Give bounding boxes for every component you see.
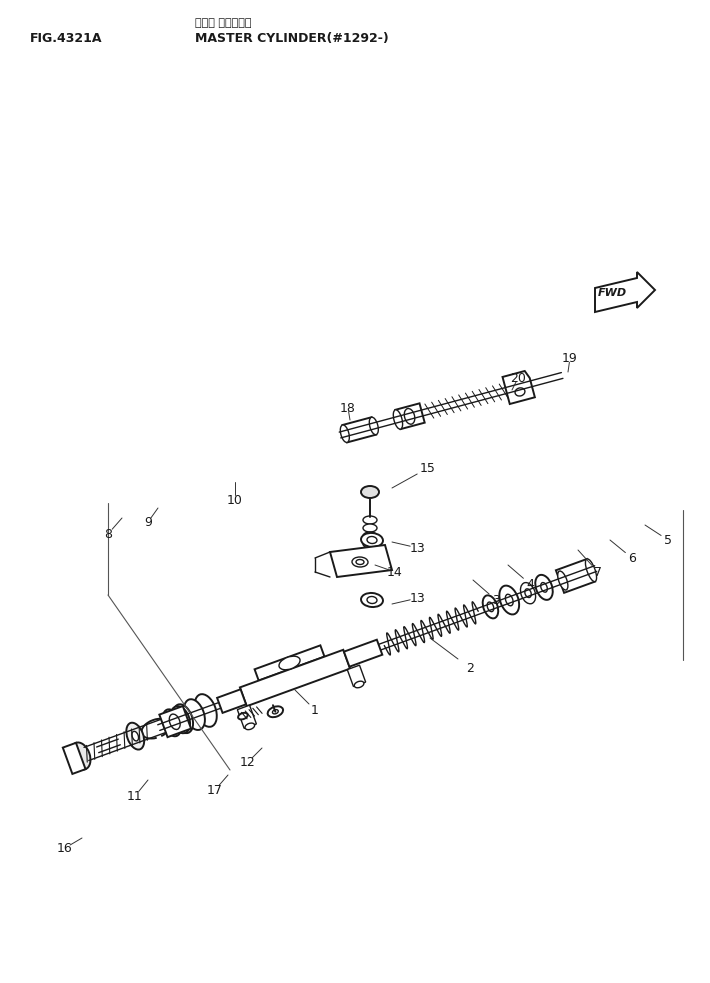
Text: 13: 13 — [410, 592, 426, 605]
Text: 19: 19 — [562, 352, 578, 365]
Ellipse shape — [245, 723, 255, 729]
Text: マスタ シリンダー: マスタ シリンダー — [195, 18, 251, 28]
Text: FWD: FWD — [597, 288, 626, 298]
Polygon shape — [217, 689, 246, 713]
Ellipse shape — [558, 571, 568, 590]
Ellipse shape — [352, 557, 368, 567]
Ellipse shape — [173, 704, 193, 733]
Ellipse shape — [506, 595, 513, 606]
Ellipse shape — [170, 706, 190, 733]
Ellipse shape — [541, 583, 547, 592]
Polygon shape — [237, 705, 256, 728]
Ellipse shape — [163, 710, 181, 736]
Ellipse shape — [356, 559, 364, 564]
Ellipse shape — [71, 742, 90, 770]
Ellipse shape — [273, 710, 278, 714]
Ellipse shape — [515, 388, 525, 396]
Ellipse shape — [340, 425, 349, 442]
Polygon shape — [255, 646, 324, 680]
Ellipse shape — [363, 540, 377, 548]
Text: 9: 9 — [144, 515, 152, 529]
Text: 16: 16 — [57, 841, 73, 854]
Polygon shape — [342, 417, 376, 442]
Text: MASTER CYLINDER(#1292-): MASTER CYLINDER(#1292-) — [195, 32, 389, 45]
Text: 1: 1 — [311, 704, 319, 717]
Polygon shape — [159, 706, 191, 737]
Text: 14: 14 — [387, 565, 403, 579]
Ellipse shape — [132, 731, 138, 741]
Ellipse shape — [363, 524, 377, 532]
Text: 6: 6 — [628, 551, 636, 564]
Text: 7: 7 — [594, 565, 602, 579]
Polygon shape — [556, 559, 595, 593]
Ellipse shape — [279, 657, 300, 669]
Text: 11: 11 — [127, 789, 143, 802]
Polygon shape — [62, 743, 85, 774]
Ellipse shape — [354, 681, 364, 688]
Polygon shape — [347, 665, 366, 686]
Text: 10: 10 — [227, 493, 243, 506]
Ellipse shape — [177, 715, 184, 725]
Text: 15: 15 — [420, 461, 436, 475]
Ellipse shape — [363, 548, 377, 556]
Polygon shape — [395, 403, 425, 430]
Ellipse shape — [369, 417, 378, 434]
Ellipse shape — [586, 559, 596, 582]
Ellipse shape — [487, 602, 493, 611]
Ellipse shape — [535, 575, 553, 600]
Ellipse shape — [361, 593, 383, 607]
Ellipse shape — [483, 596, 498, 618]
Text: 12: 12 — [240, 756, 256, 769]
Ellipse shape — [499, 586, 519, 614]
Ellipse shape — [363, 532, 377, 540]
Text: 2: 2 — [466, 662, 474, 674]
Text: 3: 3 — [492, 594, 500, 607]
Polygon shape — [595, 272, 655, 312]
Ellipse shape — [520, 583, 535, 604]
Text: 4: 4 — [526, 577, 534, 591]
Text: 17: 17 — [207, 783, 223, 796]
Ellipse shape — [393, 410, 403, 430]
Text: 5: 5 — [664, 534, 672, 547]
Polygon shape — [503, 371, 535, 404]
Ellipse shape — [268, 707, 283, 718]
Ellipse shape — [238, 713, 248, 720]
Text: 18: 18 — [340, 401, 356, 415]
Text: 13: 13 — [410, 542, 426, 554]
Polygon shape — [344, 640, 382, 666]
Text: 8: 8 — [104, 528, 112, 541]
Text: 20: 20 — [510, 372, 526, 384]
Ellipse shape — [126, 723, 144, 750]
Ellipse shape — [361, 486, 379, 498]
Ellipse shape — [195, 694, 217, 726]
Ellipse shape — [184, 699, 205, 730]
Ellipse shape — [363, 516, 377, 524]
Ellipse shape — [404, 409, 415, 425]
Ellipse shape — [367, 537, 377, 544]
Text: FIG.4321A: FIG.4321A — [30, 32, 102, 45]
Ellipse shape — [361, 533, 383, 547]
Polygon shape — [330, 545, 392, 577]
Ellipse shape — [169, 714, 180, 729]
Ellipse shape — [367, 597, 377, 604]
Ellipse shape — [525, 589, 531, 598]
Polygon shape — [240, 650, 350, 706]
